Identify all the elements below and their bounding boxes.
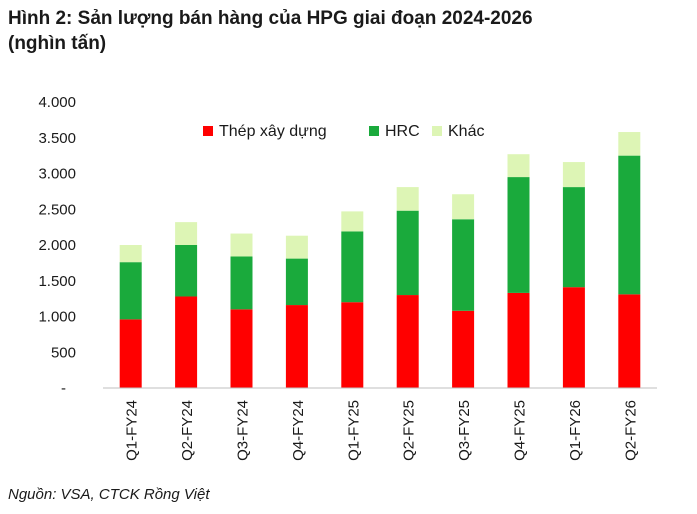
bar-segment-2 xyxy=(452,219,475,311)
bar-segment-3 xyxy=(341,211,364,232)
bar-segment-3 xyxy=(119,245,142,263)
x-tick-label: Q3-FY24 xyxy=(235,400,252,461)
x-tick-label: Q1-FY26 xyxy=(567,400,584,461)
y-tick-label: 1.500 xyxy=(38,273,76,290)
x-tick-label: Q4-FY24 xyxy=(290,400,307,461)
y-tick-label: 2.000 xyxy=(38,237,76,254)
bar-segment-1 xyxy=(119,319,142,388)
bar-segment-2 xyxy=(618,155,641,295)
bar-segment-2 xyxy=(562,187,585,288)
bar-segment-3 xyxy=(507,154,530,178)
legend-swatch-2 xyxy=(369,126,379,136)
bar-segment-3 xyxy=(618,132,641,156)
legend-label-2: HRC xyxy=(385,123,420,140)
bar-segment-3 xyxy=(562,162,585,188)
bar-segment-1 xyxy=(341,302,364,388)
chart-title: Hình 2: Sản lượng bán hàng của HPG giai … xyxy=(8,6,693,56)
y-tick-label: 500 xyxy=(51,344,76,361)
bar-segment-1 xyxy=(507,292,530,388)
bar-segment-2 xyxy=(396,210,419,296)
x-tick-label: Q3-FY25 xyxy=(456,400,473,461)
bar-segment-1 xyxy=(230,309,253,388)
y-tick-label: 1.000 xyxy=(38,309,76,326)
x-tick-label: Q4-FY25 xyxy=(512,400,529,461)
bar-segment-1 xyxy=(396,295,419,388)
bar-segment-1 xyxy=(562,287,585,388)
bar-segment-2 xyxy=(119,262,142,320)
legend-swatch-1 xyxy=(203,126,213,136)
legend-label-1: Thép xây dựng xyxy=(219,123,327,140)
y-tick-label: 3.500 xyxy=(38,130,76,147)
bar-segment-1 xyxy=(285,305,308,388)
bar-segment-3 xyxy=(230,233,253,257)
y-tick-label: 4.000 xyxy=(38,94,76,111)
title-line-2: (nghìn tấn) xyxy=(8,33,107,54)
bar-segment-3 xyxy=(396,187,419,211)
x-tick-label: Q1-FY24 xyxy=(124,400,141,461)
legend-label-3: Khác xyxy=(448,123,484,140)
bar-segment-1 xyxy=(452,310,475,388)
bar-segment-2 xyxy=(285,258,308,306)
title-line-1: Hình 2: Sản lượng bán hàng của HPG giai … xyxy=(8,8,533,29)
y-tick-label: - xyxy=(61,380,66,397)
x-tick-label: Q2-FY25 xyxy=(401,400,418,461)
legend-swatch-3 xyxy=(432,126,442,136)
x-tick-label: Q1-FY25 xyxy=(345,400,362,461)
bar-segment-2 xyxy=(230,256,253,310)
bar-segment-2 xyxy=(507,177,530,293)
y-tick-label: 3.000 xyxy=(38,166,76,183)
bar-segment-3 xyxy=(452,194,475,220)
x-tick-label: Q2-FY26 xyxy=(622,400,639,461)
y-tick-label: 2.500 xyxy=(38,201,76,218)
bar-segment-3 xyxy=(285,235,308,259)
bar-segment-2 xyxy=(175,245,198,297)
bar-segment-3 xyxy=(175,222,198,245)
source-note: Nguồn: VSA, CTCK Rồng Việt xyxy=(8,486,210,503)
bar-segment-1 xyxy=(618,294,641,388)
x-tick-label: Q2-FY24 xyxy=(179,400,196,461)
bar-segment-2 xyxy=(341,231,364,303)
bar-segment-1 xyxy=(175,296,198,388)
